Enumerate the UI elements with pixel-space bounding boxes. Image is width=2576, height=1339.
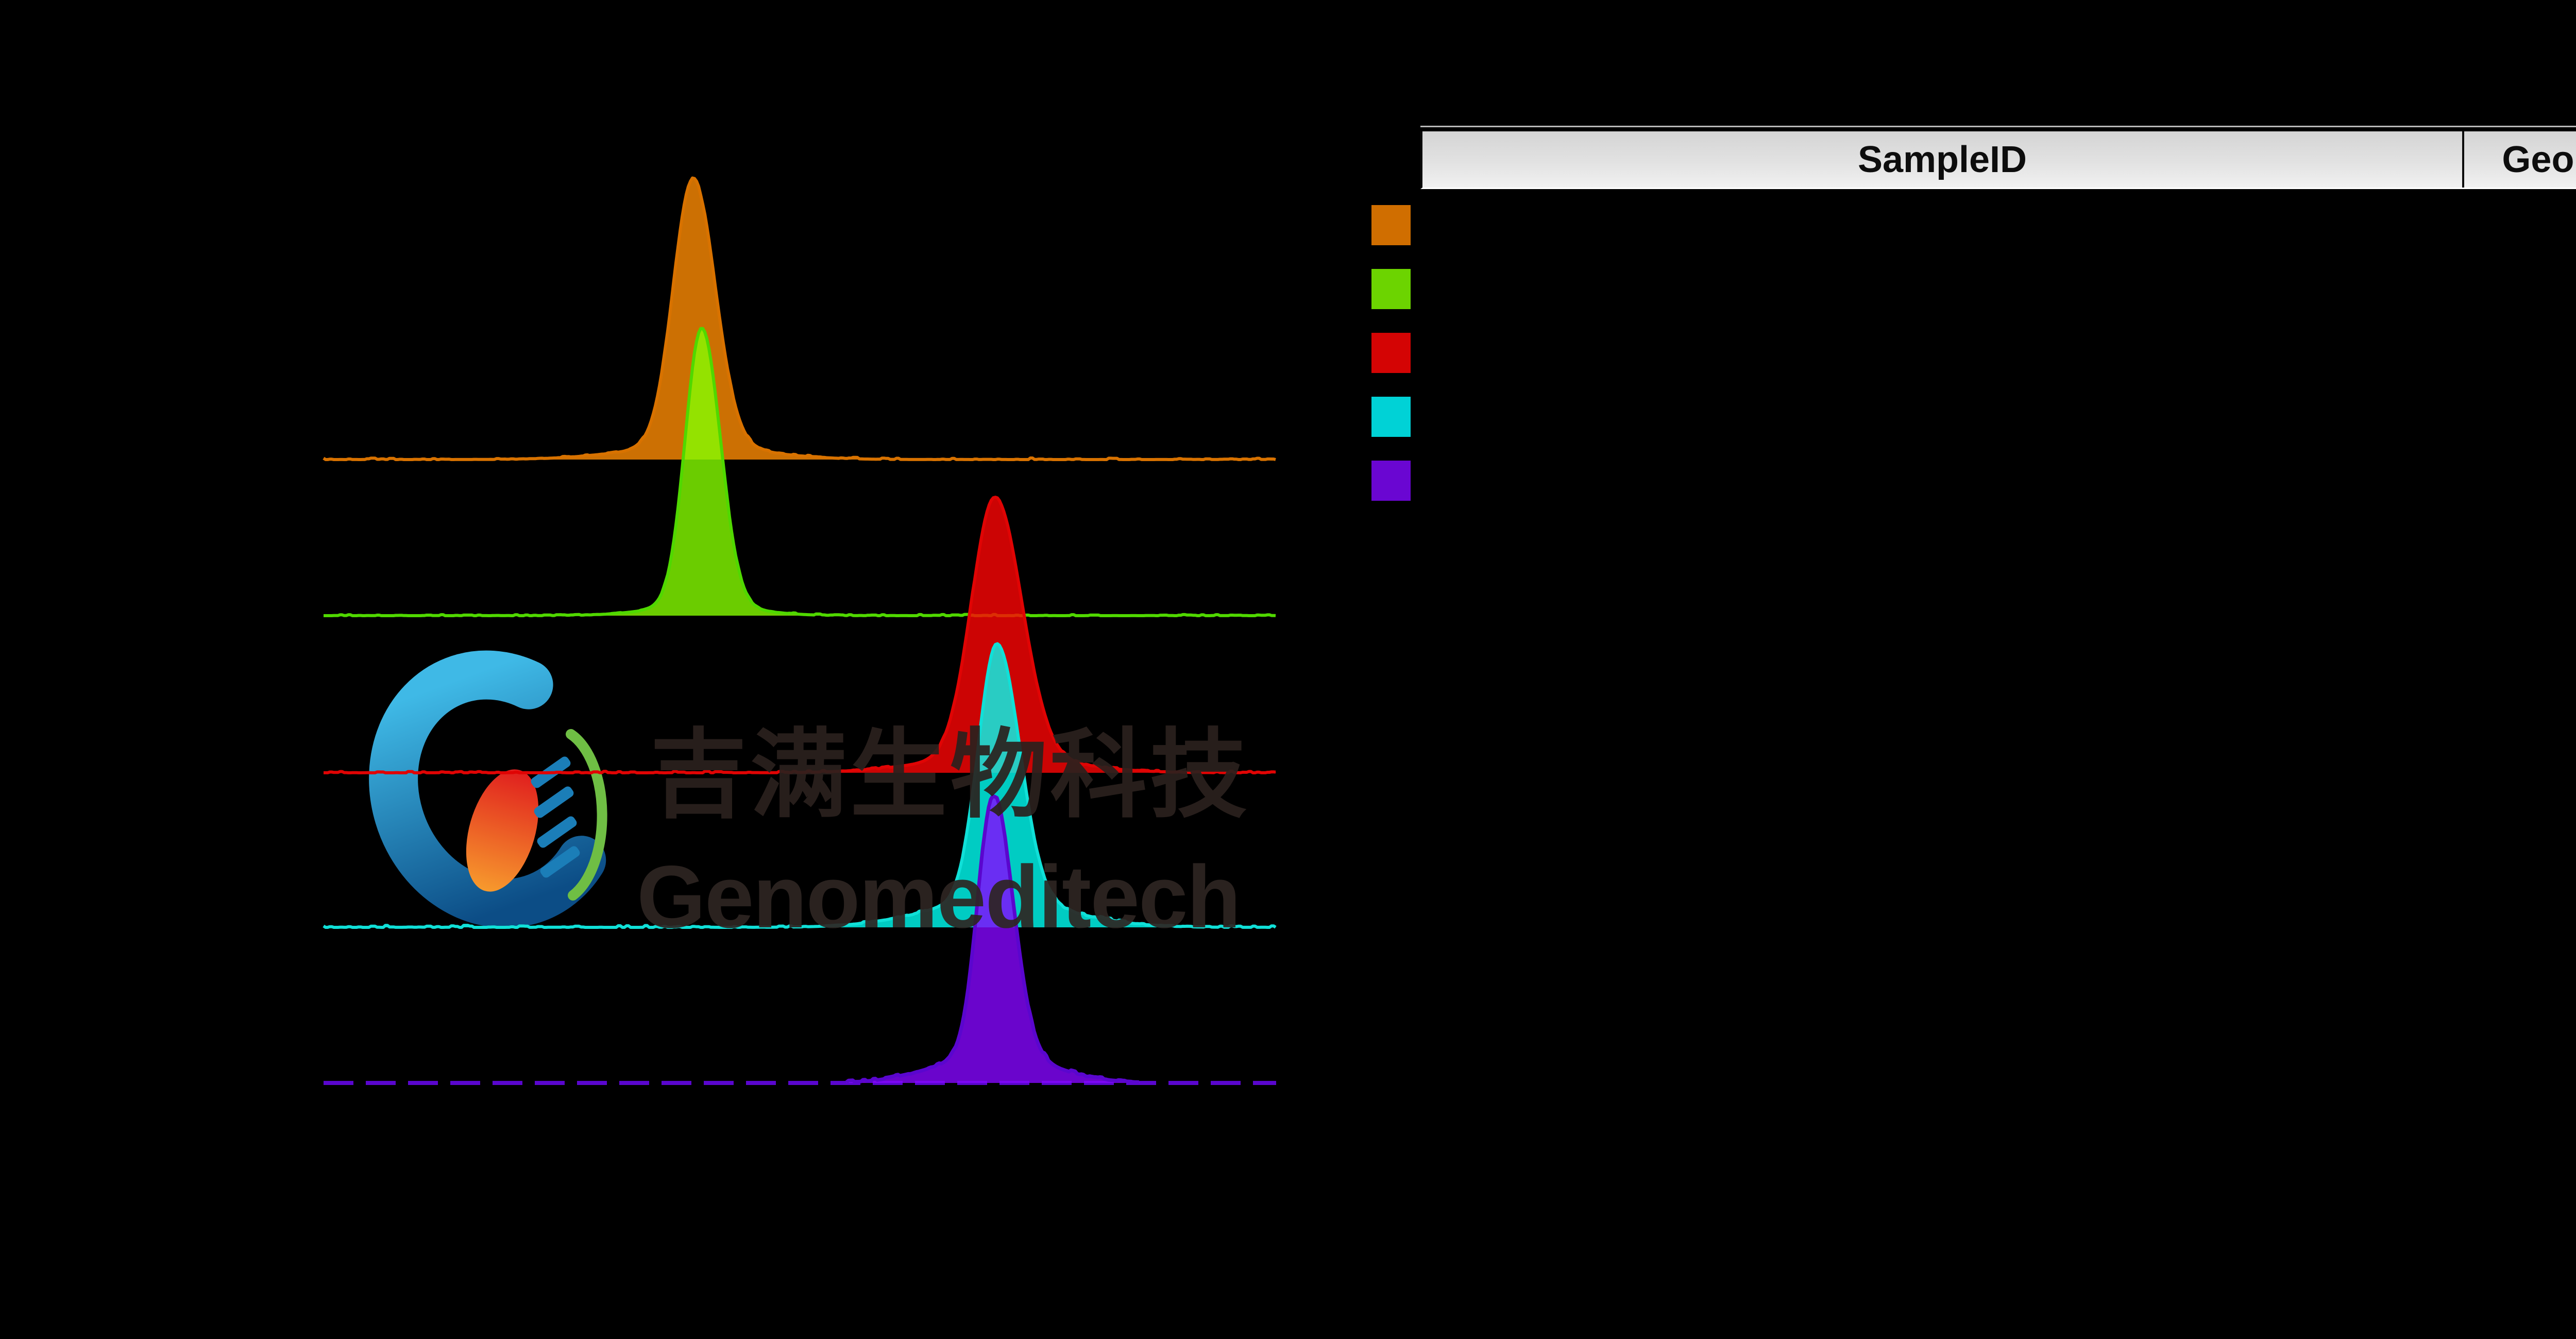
- column-header-sampleid: SampleID: [1422, 131, 2464, 188]
- legend-swatch-sample-5: [1371, 461, 1411, 501]
- histogram-fill-sample-3: [324, 497, 1276, 773]
- table-top-border: [1420, 126, 2576, 127]
- table-header-row: SampleID Geometric Mean : FL11-H: [1420, 131, 2576, 189]
- histogram-series-layer: [323, 176, 1277, 1085]
- genomeditech-logo-icon: [369, 650, 607, 928]
- legend-swatch-sample-3: [1371, 333, 1411, 373]
- histogram-outline-sample-1: [323, 176, 1276, 461]
- histogram-outline-sample-2: [324, 327, 1276, 617]
- legend-swatch-sample-4: [1371, 397, 1411, 437]
- watermark-chinese-text: 吉满生物科技: [650, 719, 1250, 832]
- histogram-fill-sample-2: [324, 328, 1276, 616]
- legend-swatch-sample-2: [1371, 269, 1411, 309]
- histogram-outline-sample-5: [845, 794, 1140, 1084]
- histogram-outline-sample-4: [323, 642, 1277, 929]
- watermark-brand-text: Genomeditech: [637, 848, 1241, 946]
- legend-swatch-sample-1: [1371, 205, 1411, 245]
- histogram-fill-sample-1: [324, 178, 1276, 460]
- histogram-outline-sample-3: [324, 496, 1276, 774]
- results-table: SampleID Geometric Mean : FL11-H: [1420, 126, 2576, 189]
- column-header-geometric-mean: Geometric Mean : FL11-H: [2502, 139, 2576, 180]
- histogram-fill-sample-5: [846, 796, 1140, 1083]
